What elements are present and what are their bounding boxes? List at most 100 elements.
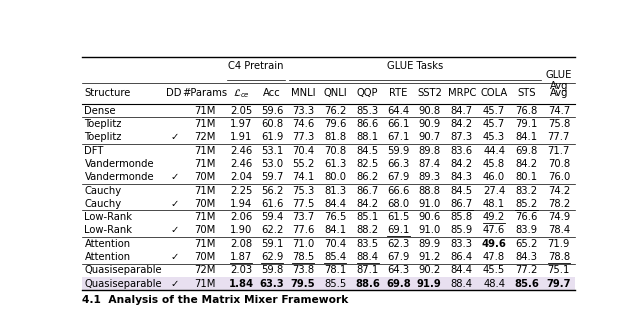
Text: STS: STS [517, 88, 536, 98]
Text: 76.5: 76.5 [324, 212, 346, 222]
Text: DD: DD [166, 88, 182, 98]
Text: 66.1: 66.1 [387, 119, 410, 129]
Text: 47.6: 47.6 [483, 225, 505, 236]
Text: 81.8: 81.8 [324, 132, 346, 142]
Text: 90.6: 90.6 [418, 212, 440, 222]
Text: 76.2: 76.2 [324, 106, 346, 116]
Text: 59.1: 59.1 [261, 239, 284, 249]
Text: 60.8: 60.8 [261, 119, 283, 129]
Text: 73.7: 73.7 [292, 212, 314, 222]
Text: Vandermonde: Vandermonde [84, 159, 154, 169]
Text: 2.03: 2.03 [230, 265, 252, 275]
Text: 1.84: 1.84 [228, 279, 254, 289]
Text: 70M: 70M [195, 172, 216, 182]
Text: 71.7: 71.7 [548, 146, 570, 156]
Text: 83.9: 83.9 [515, 225, 538, 236]
Text: 1.94: 1.94 [230, 199, 252, 209]
Text: GLUE
Avg: GLUE Avg [546, 70, 572, 91]
Text: 1.90: 1.90 [230, 225, 252, 236]
Text: 45.3: 45.3 [483, 132, 505, 142]
Text: 72M: 72M [195, 132, 216, 142]
Text: 79.5: 79.5 [291, 279, 316, 289]
Text: 71M: 71M [195, 212, 216, 222]
Text: 77.5: 77.5 [292, 199, 314, 209]
Text: 74.9: 74.9 [548, 212, 570, 222]
Text: 77.7: 77.7 [548, 132, 570, 142]
Text: 78.1: 78.1 [324, 265, 346, 275]
Text: Toeplitz: Toeplitz [84, 132, 122, 142]
Text: 84.3: 84.3 [451, 172, 473, 182]
Text: 85.2: 85.2 [515, 199, 538, 209]
Text: SST2: SST2 [417, 88, 442, 98]
Text: COLA: COLA [481, 88, 508, 98]
FancyBboxPatch shape [83, 277, 575, 290]
Text: 45.5: 45.5 [483, 265, 505, 275]
Text: 55.2: 55.2 [292, 159, 314, 169]
Text: #Params: #Params [182, 88, 228, 98]
Text: Vandermonde: Vandermonde [84, 172, 154, 182]
Text: MRPC: MRPC [447, 88, 476, 98]
Text: 89.8: 89.8 [419, 146, 440, 156]
Text: 71M: 71M [195, 146, 216, 156]
Text: 78.8: 78.8 [548, 252, 570, 262]
Text: 85.4: 85.4 [324, 252, 346, 262]
Text: 49.6: 49.6 [482, 239, 506, 249]
Text: 88.2: 88.2 [356, 225, 379, 236]
Text: 86.7: 86.7 [356, 186, 379, 195]
Text: 89.9: 89.9 [418, 239, 440, 249]
Text: 74.6: 74.6 [292, 119, 314, 129]
Text: 27.4: 27.4 [483, 186, 505, 195]
Text: 84.1: 84.1 [324, 225, 346, 236]
Text: 56.2: 56.2 [261, 186, 284, 195]
Text: 85.3: 85.3 [356, 106, 379, 116]
Text: 61.9: 61.9 [261, 132, 284, 142]
Text: $\mathcal{L}_{ce}$: $\mathcal{L}_{ce}$ [233, 87, 250, 100]
Text: 66.6: 66.6 [387, 186, 410, 195]
Text: 84.3: 84.3 [515, 252, 538, 262]
Text: 59.9: 59.9 [387, 146, 410, 156]
Text: 86.7: 86.7 [451, 199, 473, 209]
Text: 70M: 70M [195, 199, 216, 209]
Text: 48.1: 48.1 [483, 199, 505, 209]
Text: 2.46: 2.46 [230, 159, 252, 169]
Text: 90.7: 90.7 [418, 132, 440, 142]
Text: 2.46: 2.46 [230, 146, 252, 156]
Text: 89.3: 89.3 [419, 172, 440, 182]
Text: 63.3: 63.3 [260, 279, 284, 289]
Text: 77.3: 77.3 [292, 132, 314, 142]
Text: 82.5: 82.5 [356, 159, 379, 169]
Text: Attention: Attention [84, 239, 131, 249]
Text: 86.2: 86.2 [356, 172, 379, 182]
Text: 90.9: 90.9 [418, 119, 440, 129]
Text: 2.05: 2.05 [230, 106, 252, 116]
Text: 71M: 71M [195, 186, 216, 195]
Text: 85.8: 85.8 [451, 212, 473, 222]
Text: 78.5: 78.5 [292, 252, 314, 262]
Text: Low-Rank: Low-Rank [84, 212, 132, 222]
Text: Structure: Structure [84, 88, 131, 98]
Text: 73.3: 73.3 [292, 106, 314, 116]
Text: 87.1: 87.1 [356, 265, 379, 275]
Text: 1.97: 1.97 [230, 119, 252, 129]
Text: 91.0: 91.0 [418, 225, 440, 236]
Text: ✓: ✓ [170, 225, 179, 236]
Text: 74.7: 74.7 [548, 106, 570, 116]
Text: 47.8: 47.8 [483, 252, 505, 262]
Text: Cauchy: Cauchy [84, 186, 122, 195]
Text: 83.6: 83.6 [451, 146, 473, 156]
Text: 67.9: 67.9 [387, 172, 410, 182]
Text: DFT: DFT [84, 146, 104, 156]
Text: 88.8: 88.8 [419, 186, 440, 195]
Text: 1.91: 1.91 [230, 132, 252, 142]
Text: 70.4: 70.4 [292, 146, 314, 156]
Text: 85.6: 85.6 [514, 279, 539, 289]
Text: 53.0: 53.0 [261, 159, 283, 169]
Text: 70.8: 70.8 [324, 146, 346, 156]
Text: 76.0: 76.0 [548, 172, 570, 182]
Text: 69.8: 69.8 [515, 146, 538, 156]
Text: 61.6: 61.6 [261, 199, 284, 209]
Text: 91.2: 91.2 [418, 252, 440, 262]
Text: 78.2: 78.2 [548, 199, 570, 209]
Text: 71.0: 71.0 [292, 239, 314, 249]
Text: 86.6: 86.6 [356, 119, 379, 129]
